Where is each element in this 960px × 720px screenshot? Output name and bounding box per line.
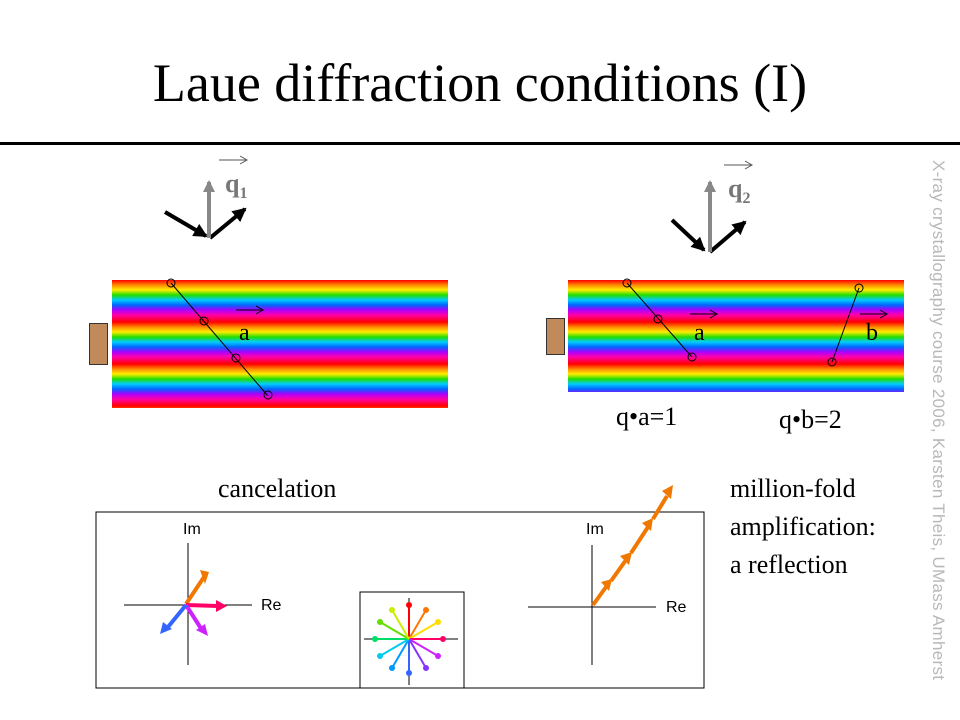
title-divider	[0, 142, 960, 145]
re-label-right: Re	[666, 599, 687, 616]
argand-diagram-left	[124, 543, 252, 665]
diffracted-beam-arrow	[208, 207, 247, 240]
q2-letter: q	[728, 174, 743, 203]
argand-diagram-right	[528, 485, 673, 665]
holder-block-right	[546, 318, 565, 355]
lattice-label-b-right: b	[866, 320, 878, 346]
caption-amplification-2: amplification:	[730, 512, 876, 541]
equation-q-dot-a: q•a=1	[616, 402, 678, 431]
course-watermark: X-ray crystallography course 2006, Karst…	[929, 160, 948, 681]
im-label-left: Im	[183, 521, 201, 538]
re-label-left: Re	[261, 597, 282, 614]
caption-amplification-3: a reflection	[730, 550, 848, 579]
lattice-path-left	[166, 278, 273, 400]
q1-subscript: 1	[239, 185, 248, 203]
scattering-diagram-right	[670, 160, 754, 254]
equation-q-dot-b: q•b=2	[779, 405, 842, 434]
q1-letter: q	[225, 169, 240, 198]
holder-block-left	[89, 323, 108, 365]
caption-cancelation: cancelation	[218, 474, 337, 503]
scattering-diagram-left	[163, 155, 249, 240]
slide-title: Laue diffraction conditions (I)	[152, 53, 808, 113]
diffracted-beam-arrow	[708, 220, 747, 254]
incident-beam-arrow	[670, 218, 706, 252]
crystal-slab-left	[112, 280, 448, 408]
im-label-right: Im	[586, 521, 604, 538]
lattice-label-a-left: a	[239, 320, 250, 346]
vector-label-q2: q2	[728, 174, 750, 214]
lattice-label-a-right: a	[694, 320, 705, 346]
lattice-path-right	[622, 278, 889, 367]
phase-wheel-inset	[359, 591, 465, 689]
phase-wheel-arrows	[375, 605, 443, 673]
q2-subscript: 2	[742, 190, 751, 208]
crystal-slab-right	[568, 280, 904, 392]
incident-beam-arrow	[163, 210, 208, 238]
vector-label-q1: q1	[225, 169, 247, 209]
caption-amplification-1: million-fold	[730, 474, 856, 503]
